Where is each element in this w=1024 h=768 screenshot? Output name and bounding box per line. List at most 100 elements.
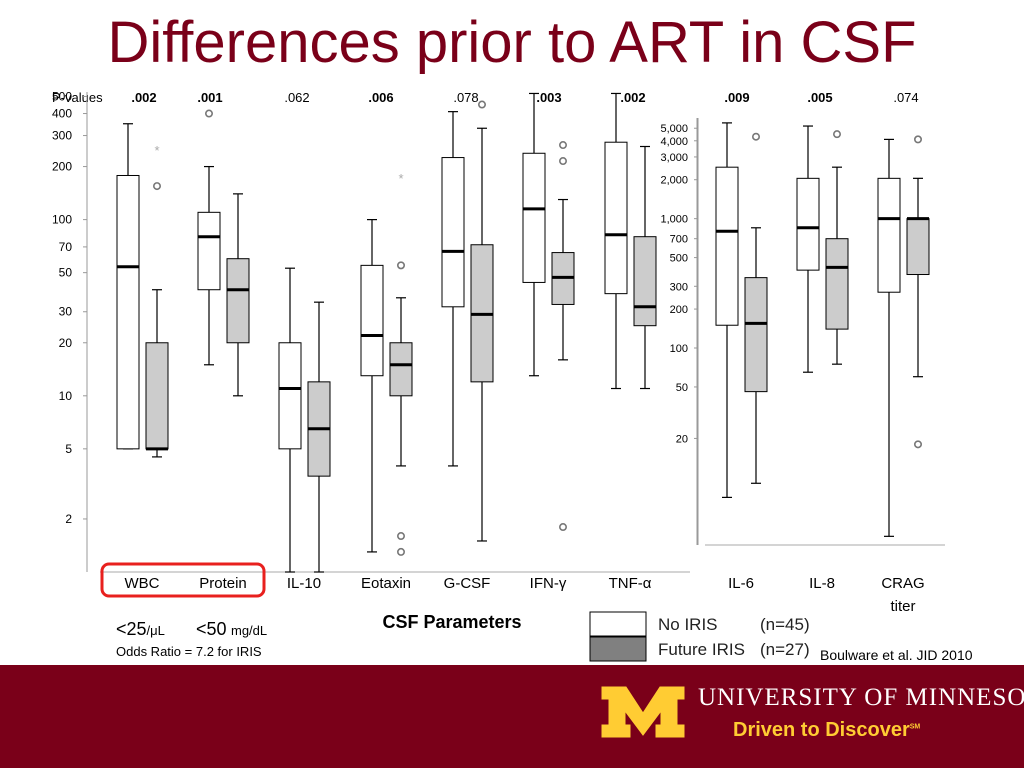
pvalue-label: P-values xyxy=(52,90,103,105)
outlier-point xyxy=(913,440,922,449)
box-no-iris xyxy=(197,211,221,291)
box-no-iris xyxy=(877,177,901,293)
y-tick-label: 300 xyxy=(670,281,688,293)
outlier-point xyxy=(913,135,922,144)
box-plot-chart: P-values500400300200100705030201052.002W… xyxy=(52,89,945,662)
y-tick-label: 5 xyxy=(65,442,72,456)
y-tick-label: 30 xyxy=(59,305,73,319)
y-tick-label: 20 xyxy=(59,336,73,350)
box-future-iris xyxy=(633,236,657,327)
tagline: Driven to DiscoverSM xyxy=(733,719,920,742)
odds-ratio-note: Odds Ratio = 7.2 for IRIS xyxy=(116,644,262,659)
outlier-point xyxy=(751,132,760,141)
y-tick-label: 200 xyxy=(52,160,72,174)
outlier-point xyxy=(396,532,405,541)
category-label: IL-10 xyxy=(287,575,321,592)
university-name: UNIVERSITY OF MINNESOTA xyxy=(698,684,1024,711)
y-tick-label: 300 xyxy=(52,129,72,143)
category-label: Eotaxin xyxy=(361,575,411,592)
citation: Boulware et al. JID 2010 xyxy=(818,647,975,663)
legend-label: Future IRIS xyxy=(658,640,745,659)
y-tick-label: 200 xyxy=(670,304,688,316)
box-future-iris xyxy=(825,238,849,330)
pvalue-il-6: .009 xyxy=(724,90,749,105)
legend-swatch xyxy=(589,636,647,662)
y-tick-label: 50 xyxy=(59,266,73,280)
pvalue-il-8: .005 xyxy=(807,90,832,105)
y-tick-label: 500 xyxy=(670,253,688,265)
outlier-point xyxy=(396,261,405,270)
category-label: IL-8 xyxy=(809,575,835,592)
wbc-unit: /μL xyxy=(146,623,165,638)
x-axis-title: CSF Parameters xyxy=(382,612,521,632)
wbc-cutoff: <25 xyxy=(116,619,147,639)
outlier-point xyxy=(396,547,405,556)
category-label: IL-6 xyxy=(728,575,754,592)
y-tick-label: 4,000 xyxy=(660,136,688,148)
category-label: Protein xyxy=(199,575,247,592)
extreme-point: * xyxy=(398,171,403,186)
protein-cutoff-note: <50 mg/dL xyxy=(196,619,267,640)
box-future-iris xyxy=(145,342,169,450)
pvalue-crag-titer: .074 xyxy=(893,90,918,105)
box-future-iris xyxy=(226,258,250,344)
legend-count: (n=27) xyxy=(760,640,810,659)
category-label: CRAG xyxy=(881,575,924,592)
y-tick-label: 3,000 xyxy=(660,152,688,164)
y-tick-label: 70 xyxy=(59,240,73,254)
box-no-iris xyxy=(796,177,820,271)
y-tick-label: 10 xyxy=(59,389,73,403)
box-no-iris xyxy=(715,166,739,326)
outlier-point xyxy=(153,182,162,191)
pvalue-wbc: .002 xyxy=(131,90,156,105)
category-label-line2: titer xyxy=(890,598,915,615)
box-future-iris xyxy=(906,218,930,276)
box-no-iris xyxy=(441,157,465,308)
slide-title: Differences prior to ART in CSF xyxy=(107,10,917,75)
box-future-iris xyxy=(389,342,413,397)
legend-swatch xyxy=(589,611,647,637)
box-no-iris xyxy=(360,264,384,377)
highlight-box xyxy=(100,562,266,598)
category-label: IFN-γ xyxy=(530,575,567,592)
pvalue-g-csf: .078 xyxy=(453,90,478,105)
y-tick-label: 500 xyxy=(52,89,72,103)
y-tick-label: 2 xyxy=(65,512,72,526)
y-tick-label: 400 xyxy=(52,107,72,121)
box-no-iris xyxy=(522,152,546,283)
box-future-iris xyxy=(744,277,768,393)
university-m-logo xyxy=(601,686,685,738)
y-tick-label: 50 xyxy=(676,382,688,394)
category-label: TNF-α xyxy=(609,575,652,592)
y-tick-label: 5,000 xyxy=(660,123,688,135)
tagline-text: Driven to Discover xyxy=(733,719,910,741)
outlier-point xyxy=(558,141,567,150)
outlier-point xyxy=(558,523,567,532)
protein-cutoff: <50 xyxy=(196,619,227,639)
pvalue-eotaxin: .006 xyxy=(368,90,393,105)
box-no-iris xyxy=(116,174,140,450)
pvalue-il-10: .062 xyxy=(284,90,309,105)
pvalue-protein: .001 xyxy=(197,90,222,105)
legend-label: No IRIS xyxy=(658,615,718,634)
wbc-cutoff-note: <25/μL xyxy=(116,619,165,640)
pvalue-ifn-: .003 xyxy=(536,90,561,105)
legend-count: (n=45) xyxy=(760,615,810,634)
y-tick-label: 700 xyxy=(670,234,688,246)
box-no-iris xyxy=(604,141,628,295)
y-tick-label: 100 xyxy=(52,213,72,227)
service-mark: SM xyxy=(909,723,921,731)
footer-bar xyxy=(0,665,1024,768)
y-tick-label: 2,000 xyxy=(660,175,688,187)
box-no-iris xyxy=(278,342,302,450)
category-label: G-CSF xyxy=(444,575,491,592)
y-tick-label: 20 xyxy=(676,433,688,445)
protein-unit: mg/dL xyxy=(231,623,268,638)
category-label: WBC xyxy=(125,575,160,592)
y-tick-label: 100 xyxy=(670,343,688,355)
y-tick-label: 1,000 xyxy=(660,214,688,226)
outlier-point xyxy=(205,109,214,118)
extreme-point: * xyxy=(154,143,159,158)
outlier-point xyxy=(558,157,567,166)
outlier-point xyxy=(832,130,841,139)
